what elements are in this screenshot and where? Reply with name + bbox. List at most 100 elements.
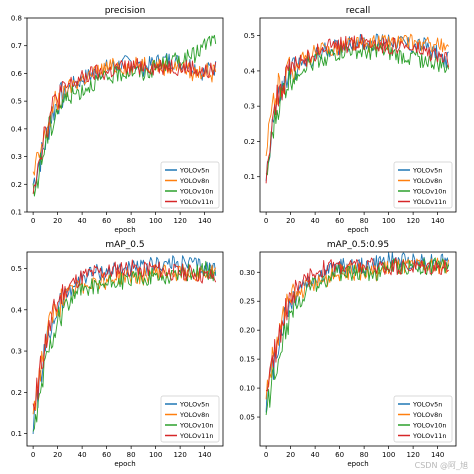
series-line-yolov10n bbox=[265, 257, 450, 416]
legend-label-yolov5n: YOLOv5n bbox=[412, 167, 442, 175]
y-tick-label: 0.2 bbox=[244, 138, 255, 146]
series-line-yolov11n bbox=[265, 33, 450, 184]
x-tick-label: 60 bbox=[102, 451, 111, 459]
legend-label-yolov8n: YOLOv8n bbox=[179, 411, 209, 419]
series-line-yolov8n bbox=[32, 56, 217, 176]
x-tick-label: 140 bbox=[198, 451, 211, 459]
legend-label-yolov10n: YOLOv10n bbox=[179, 422, 213, 430]
y-tick-label: 0.8 bbox=[11, 15, 22, 23]
x-tick-label: 120 bbox=[173, 217, 186, 225]
y-tick-label: 0.1 bbox=[11, 430, 22, 438]
series-line-yolov10n bbox=[265, 41, 450, 176]
y-tick-label: 0.25 bbox=[239, 298, 255, 306]
legend-box bbox=[160, 395, 220, 443]
y-tick-label: 0.1 bbox=[244, 173, 255, 181]
legend-label-yolov5n: YOLOv5n bbox=[412, 401, 442, 409]
x-tick-label: 20 bbox=[53, 217, 62, 225]
x-axis-label: epoch bbox=[114, 226, 135, 234]
legend-label-yolov10n: YOLOv10n bbox=[179, 188, 213, 196]
x-tick-label: 0 bbox=[264, 217, 268, 225]
y-tick-label: 0.4 bbox=[244, 67, 256, 75]
x-tick-label: 140 bbox=[431, 217, 444, 225]
x-tick-label: 20 bbox=[286, 217, 295, 225]
y-tick-label: 0.5 bbox=[11, 98, 22, 106]
x-tick-label: 100 bbox=[382, 451, 395, 459]
y-tick-label: 0.20 bbox=[239, 327, 255, 335]
chart-legend: YOLOv5n YOLOv8n YOLOv10n YOLOv11n bbox=[160, 395, 220, 443]
legend-box bbox=[160, 161, 220, 209]
y-tick-label: 0.5 bbox=[11, 265, 22, 273]
x-tick-label: 100 bbox=[382, 217, 395, 225]
chart-legend: YOLOv5n YOLOv8n YOLOv10n YOLOv11n bbox=[393, 161, 453, 209]
series-line-yolov10n bbox=[32, 34, 217, 197]
x-axis-label: epoch bbox=[114, 460, 135, 468]
y-tick-label: 0.1 bbox=[11, 209, 22, 217]
chart-panel-4: mAP_0.5:0.95 0 20 40 60 80 100 120 140 epoch 0.05 0… bbox=[239, 240, 457, 468]
y-tick-label: 0.6 bbox=[11, 70, 23, 78]
y-tick-label: 0.7 bbox=[11, 42, 22, 50]
legend-label-yolov11n: YOLOv11n bbox=[179, 198, 213, 206]
y-tick-label: 0.2 bbox=[11, 181, 22, 189]
x-tick-label: 140 bbox=[431, 451, 444, 459]
x-tick-label: 80 bbox=[360, 217, 369, 225]
chart-panel-3: mAP_0.5 0 20 40 60 80 100 120 140 epoch 0.1 0.2 0.3 0… bbox=[11, 240, 224, 468]
y-tick-label: 0.4 bbox=[11, 125, 23, 133]
x-tick-label: 80 bbox=[360, 451, 369, 459]
x-tick-label: 120 bbox=[173, 451, 186, 459]
series-line-yolov11n bbox=[265, 257, 449, 392]
y-tick-label: 0.4 bbox=[11, 306, 23, 314]
x-tick-label: 60 bbox=[335, 451, 344, 459]
chart-title: mAP_0.5:0.95 bbox=[327, 240, 389, 250]
series-line-yolov8n bbox=[265, 257, 450, 400]
y-tick-label: 0.05 bbox=[239, 414, 255, 422]
series-group bbox=[265, 33, 450, 184]
x-tick-label: 20 bbox=[53, 451, 62, 459]
legend-label-yolov5n: YOLOv5n bbox=[179, 401, 209, 409]
x-tick-label: 60 bbox=[335, 217, 344, 225]
x-tick-label: 40 bbox=[78, 217, 87, 225]
series-group bbox=[32, 34, 217, 197]
x-tick-label: 0 bbox=[31, 217, 35, 225]
series-line-yolov5n bbox=[265, 252, 450, 413]
x-tick-label: 0 bbox=[31, 451, 35, 459]
x-tick-label: 100 bbox=[149, 451, 162, 459]
series-line-yolov8n bbox=[32, 263, 217, 415]
y-tick-label: 0.15 bbox=[239, 356, 255, 364]
x-tick-label: 80 bbox=[127, 451, 136, 459]
legend-label-yolov5n: YOLOv5n bbox=[179, 167, 209, 175]
x-tick-label: 80 bbox=[127, 217, 136, 225]
chart-legend: YOLOv5n YOLOv8n YOLOv10n YOLOv11n bbox=[393, 395, 453, 443]
y-tick-label: 0.30 bbox=[239, 269, 255, 277]
legend-label-yolov10n: YOLOv10n bbox=[412, 188, 446, 196]
y-tick-label: 0.10 bbox=[239, 385, 255, 393]
x-tick-label: 60 bbox=[102, 217, 111, 225]
x-tick-label: 100 bbox=[149, 217, 162, 225]
series-group bbox=[265, 252, 450, 416]
y-tick-label: 0.2 bbox=[11, 389, 22, 397]
x-tick-label: 120 bbox=[406, 217, 419, 225]
x-axis-label: epoch bbox=[347, 460, 368, 468]
x-tick-label: 140 bbox=[198, 217, 211, 225]
legend-label-yolov11n: YOLOv11n bbox=[179, 432, 213, 440]
legend-label-yolov8n: YOLOv8n bbox=[412, 177, 442, 185]
x-axis-label: epoch bbox=[347, 226, 368, 234]
axes-frame bbox=[259, 17, 457, 213]
chart-legend: YOLOv5n YOLOv8n YOLOv10n YOLOv11n bbox=[160, 161, 220, 209]
chart-title: recall bbox=[346, 6, 371, 16]
series-line-yolov11n bbox=[32, 58, 217, 194]
chart-title: mAP_0.5 bbox=[105, 240, 144, 250]
legend-label-yolov8n: YOLOv8n bbox=[179, 177, 209, 185]
series-line-yolov11n bbox=[32, 259, 217, 411]
x-tick-label: 120 bbox=[406, 451, 419, 459]
y-tick-label: 0.3 bbox=[11, 153, 22, 161]
y-tick-label: 0.3 bbox=[11, 348, 22, 356]
y-tick-label: 0.3 bbox=[244, 103, 255, 111]
series-group bbox=[32, 255, 217, 435]
x-tick-label: 40 bbox=[311, 451, 320, 459]
axes-frame bbox=[259, 251, 457, 447]
x-tick-label: 40 bbox=[311, 217, 320, 225]
y-tick-label: 0.5 bbox=[244, 32, 255, 40]
legend-label-yolov11n: YOLOv11n bbox=[412, 432, 446, 440]
x-tick-label: 0 bbox=[264, 451, 268, 459]
